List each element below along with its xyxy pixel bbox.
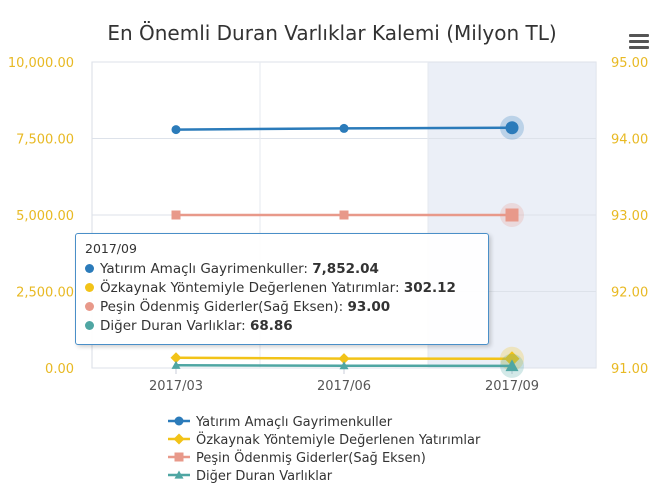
y-right-tick-label: 95.00 [611,56,648,71]
y-right-tick-label: 94.00 [611,133,648,148]
tooltip-row: Diğer Duran Varlıklar: 68.86 [85,317,479,336]
data-point[interactable] [339,361,349,370]
series-2 [171,203,524,227]
legend-symbol-marker[interactable] [174,416,184,426]
tooltip-row: Özkaynak Yöntemiyle Değerlenen Yatırımla… [85,279,479,298]
tooltip-header: 2017/09 [85,241,137,256]
y-right-tick-label: 93.00 [611,209,648,224]
legend-item[interactable]: Peşin Ödenmiş Giderler(Sağ Eksen) [168,449,426,466]
data-point-active[interactable] [505,208,519,222]
x-tick-label: 2017/06 [317,379,371,394]
legend-symbol-marker[interactable] [173,433,185,445]
chart-title: En Önemli Duran Varlıklar Kalemi (Milyon… [107,21,556,45]
series-0 [171,115,524,140]
data-point[interactable] [338,353,350,365]
data-point[interactable] [339,123,349,133]
tooltip-row: Yatırım Amaçlı Gayrimenkuller: 7,852.04 [85,260,479,279]
tooltip-row: Peşin Ödenmiş Giderler(Sağ Eksen): 93.00 [85,298,479,317]
tooltip-bullet [85,283,94,292]
data-point-active[interactable] [504,351,520,367]
tooltip-bullet [85,321,94,330]
x-tick-label: 2017/09 [485,379,539,394]
data-point[interactable] [171,125,181,135]
tooltip: 2017/09 Yatırım Amaçlı Gayrimenkuller: 7… [75,233,489,345]
tooltip-value: 93.00 [347,299,391,315]
y-right-tick-label: 92.00 [611,286,648,301]
data-point[interactable] [339,210,349,220]
legend-label: Özkaynak Yöntemiyle Değerlenen Yatırımla… [196,431,481,448]
legend-symbol-marker[interactable] [174,470,184,479]
y-left-tick-label: 10,000.00 [8,56,74,71]
tooltip-bullet [85,302,94,311]
data-point[interactable] [171,210,181,220]
y-left-tick-label: 5,000.00 [16,209,74,224]
data-point[interactable] [170,352,182,364]
y-left-tick-label: 0.00 [45,362,74,377]
data-point-active[interactable] [505,359,519,372]
data-point[interactable] [171,360,181,369]
legend-item[interactable]: Özkaynak Yöntemiyle Değerlenen Yatırımla… [168,431,481,448]
data-point-active[interactable] [505,121,519,135]
tooltip-value: 7,852.04 [312,261,379,277]
tooltip-label: Peşin Ödenmiş Giderler(Sağ Eksen): [100,299,348,315]
legend-label: Yatırım Amaçlı Gayrimenkuller [195,415,393,430]
series-3 [171,353,524,378]
legend-item[interactable]: Yatırım Amaçlı Gayrimenkuller [168,415,393,430]
menu-icon[interactable] [629,34,649,49]
y-right-tick-label: 91.00 [611,362,648,377]
x-tick-label: 2017/03 [149,379,203,394]
tooltip-value: 68.86 [250,318,293,334]
tooltip-bullet [85,264,94,273]
tooltip-label: Diğer Duran Varlıklar: [100,318,250,334]
legend-label: Diğer Duran Varlıklar [196,469,333,484]
legend-item[interactable]: Diğer Duran Varlıklar [168,469,333,484]
tooltip-label: Yatırım Amaçlı Gayrimenkuller: [100,261,313,277]
legend-symbol-marker[interactable] [174,452,184,462]
tooltip-label: Özkaynak Yöntemiyle Değerlenen Yatırımla… [100,280,404,296]
y-left-tick-label: 7,500.00 [16,133,74,148]
legend-label: Peşin Ödenmiş Giderler(Sağ Eksen) [196,449,426,466]
y-left-tick-label: 2,500.00 [16,286,74,301]
tooltip-value: 302.12 [403,280,456,296]
